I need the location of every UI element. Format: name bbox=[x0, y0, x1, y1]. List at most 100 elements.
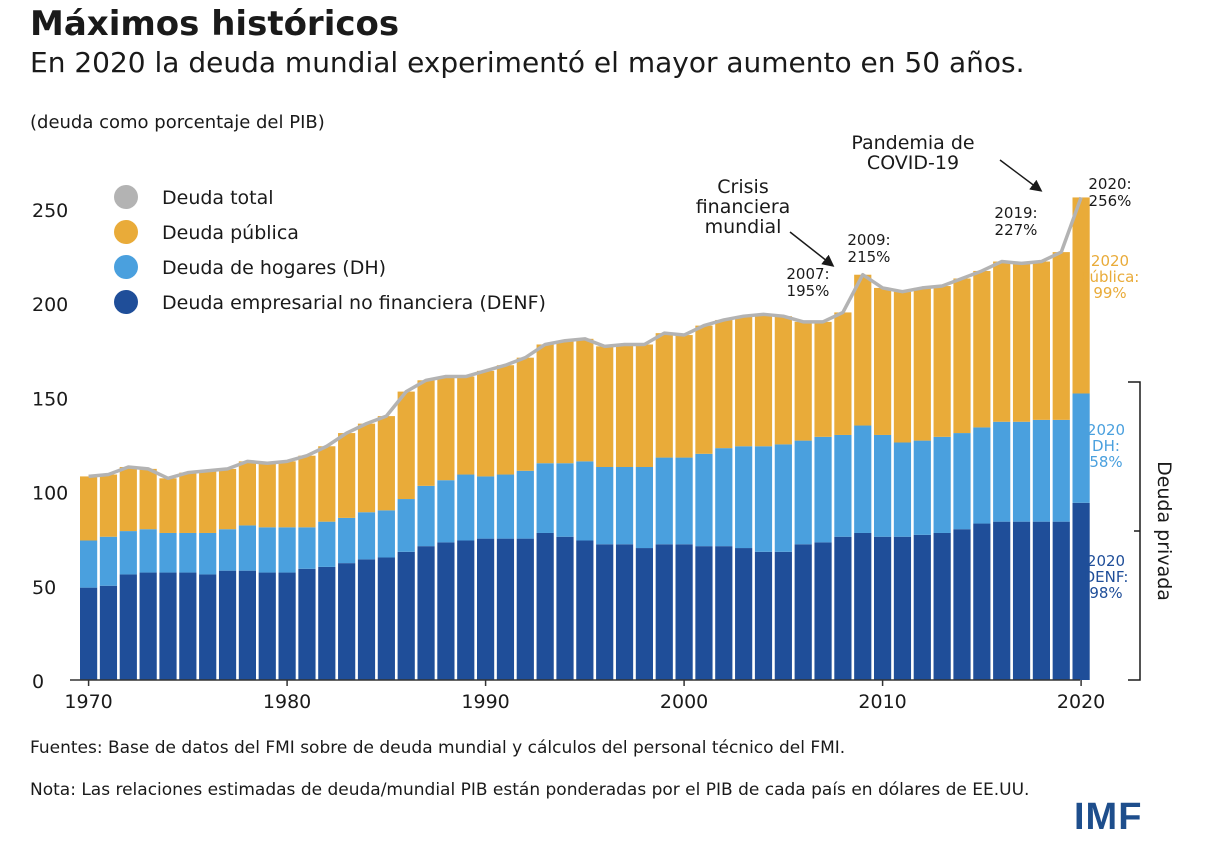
annotation-covid: Pandemia de bbox=[851, 132, 974, 154]
bar-denf bbox=[794, 544, 812, 680]
bar-dh bbox=[933, 436, 951, 533]
annotation-publica-2020: 99% bbox=[1093, 284, 1126, 302]
bar-publica bbox=[754, 314, 773, 447]
bar-denf bbox=[655, 544, 673, 680]
bar-dh bbox=[774, 444, 792, 552]
bar-dh bbox=[318, 521, 336, 567]
bar-publica bbox=[556, 340, 574, 464]
sources-note: Fuentes: Base de datos del FMI sobre de … bbox=[30, 738, 846, 758]
bar-denf bbox=[933, 532, 951, 680]
bar-publica bbox=[437, 376, 455, 481]
bar-dh bbox=[258, 527, 276, 573]
bar-denf bbox=[417, 546, 435, 680]
annotation-2007: 195% bbox=[787, 282, 830, 300]
bar-denf bbox=[278, 572, 296, 680]
bar-denf bbox=[993, 521, 1011, 680]
bar-dh bbox=[754, 446, 773, 552]
bar-denf bbox=[596, 544, 614, 680]
bar-denf bbox=[774, 551, 792, 680]
bar-denf bbox=[834, 536, 852, 680]
bar-denf bbox=[953, 529, 971, 680]
bar-dh bbox=[794, 440, 812, 545]
bar-denf bbox=[576, 540, 594, 680]
units-label: (deuda como porcentaje del PIB) bbox=[30, 112, 325, 133]
bar-dh bbox=[437, 480, 455, 543]
bar-publica bbox=[199, 470, 217, 533]
covid-arrow bbox=[999, 159, 1043, 192]
bar-denf bbox=[814, 542, 832, 680]
bar-publica bbox=[794, 321, 812, 441]
bar-dh bbox=[1012, 421, 1031, 522]
bar-denf bbox=[377, 557, 395, 680]
y-tick-label: 100 bbox=[32, 483, 68, 505]
bar-dh bbox=[496, 474, 515, 539]
bar-dh bbox=[993, 421, 1011, 522]
crisis-arrow bbox=[789, 231, 835, 267]
bar-publica bbox=[1032, 261, 1050, 420]
bar-denf bbox=[338, 563, 356, 680]
bar-publica bbox=[298, 455, 316, 528]
annotation-2007: 2007: bbox=[786, 265, 829, 283]
bar-publica bbox=[318, 446, 336, 522]
bar-publica bbox=[973, 270, 991, 428]
annotation-dh-2020: DH: bbox=[1092, 437, 1120, 455]
bar-publica bbox=[893, 291, 912, 443]
bar-denf bbox=[159, 572, 177, 680]
bar-denf bbox=[516, 538, 534, 680]
x-tick-label: 1970 bbox=[64, 691, 112, 713]
bar-publica bbox=[933, 286, 951, 437]
bar-dh bbox=[536, 463, 554, 533]
bar-dh bbox=[80, 540, 98, 588]
bar-dh bbox=[834, 434, 852, 537]
bar-publica bbox=[457, 376, 475, 475]
bar-denf bbox=[298, 568, 316, 680]
bar-publica bbox=[218, 468, 237, 530]
bar-denf bbox=[179, 572, 197, 680]
legend-label: Deuda empresarial no financiera (DENF) bbox=[162, 292, 546, 314]
bar-denf bbox=[635, 548, 653, 680]
chart-title: Máximos históricos bbox=[30, 4, 400, 44]
bar-denf bbox=[437, 542, 455, 680]
bar-dh bbox=[735, 446, 753, 549]
bar-dh bbox=[278, 527, 296, 573]
bar-dh bbox=[516, 470, 534, 539]
legend-label: Deuda pública bbox=[162, 222, 299, 244]
bar-dh bbox=[397, 499, 415, 552]
bar-denf bbox=[695, 546, 713, 680]
legend-label: Deuda total bbox=[162, 187, 274, 209]
bar-dh bbox=[218, 529, 237, 571]
annotation-dh-2020: 2020 bbox=[1087, 421, 1125, 439]
annotation-publica-2020: Pública: bbox=[1081, 268, 1140, 286]
bar-denf bbox=[675, 544, 693, 680]
annotation-denf-2020: 98% bbox=[1089, 584, 1122, 602]
bar-dh bbox=[675, 457, 693, 545]
y-tick-label: 50 bbox=[32, 577, 56, 599]
bar-dh bbox=[298, 527, 316, 569]
bar-publica bbox=[238, 461, 256, 526]
bar-publica bbox=[496, 365, 515, 475]
bar-dh bbox=[576, 461, 594, 541]
annotation-2020: 2020: bbox=[1088, 175, 1131, 193]
annotation-dh-2020: 58% bbox=[1089, 453, 1122, 471]
bar-publica bbox=[635, 344, 653, 467]
bar-denf bbox=[496, 538, 515, 680]
bar-dh bbox=[1052, 419, 1070, 522]
bar-denf bbox=[893, 536, 912, 680]
bar-publica bbox=[874, 287, 892, 435]
bar-publica bbox=[417, 380, 435, 486]
bar-denf bbox=[1012, 521, 1031, 680]
legend-label: Deuda de hogares (DH) bbox=[162, 257, 386, 279]
bar-dh bbox=[913, 440, 931, 535]
bar-dh bbox=[953, 433, 971, 530]
annotation-covid: COVID-19 bbox=[867, 152, 959, 174]
legend-swatch bbox=[114, 220, 138, 244]
bar-denf bbox=[457, 540, 475, 680]
imf-logo: IMF bbox=[1074, 796, 1143, 838]
annotation-denf-2020: 2020 bbox=[1087, 552, 1125, 570]
y-tick-label: 0 bbox=[32, 671, 44, 693]
bar-denf bbox=[397, 551, 415, 680]
bar-publica bbox=[397, 391, 415, 500]
bar-publica bbox=[993, 261, 1011, 422]
annotation-crisis: Crisis bbox=[717, 176, 768, 198]
bar-dh bbox=[417, 485, 435, 547]
